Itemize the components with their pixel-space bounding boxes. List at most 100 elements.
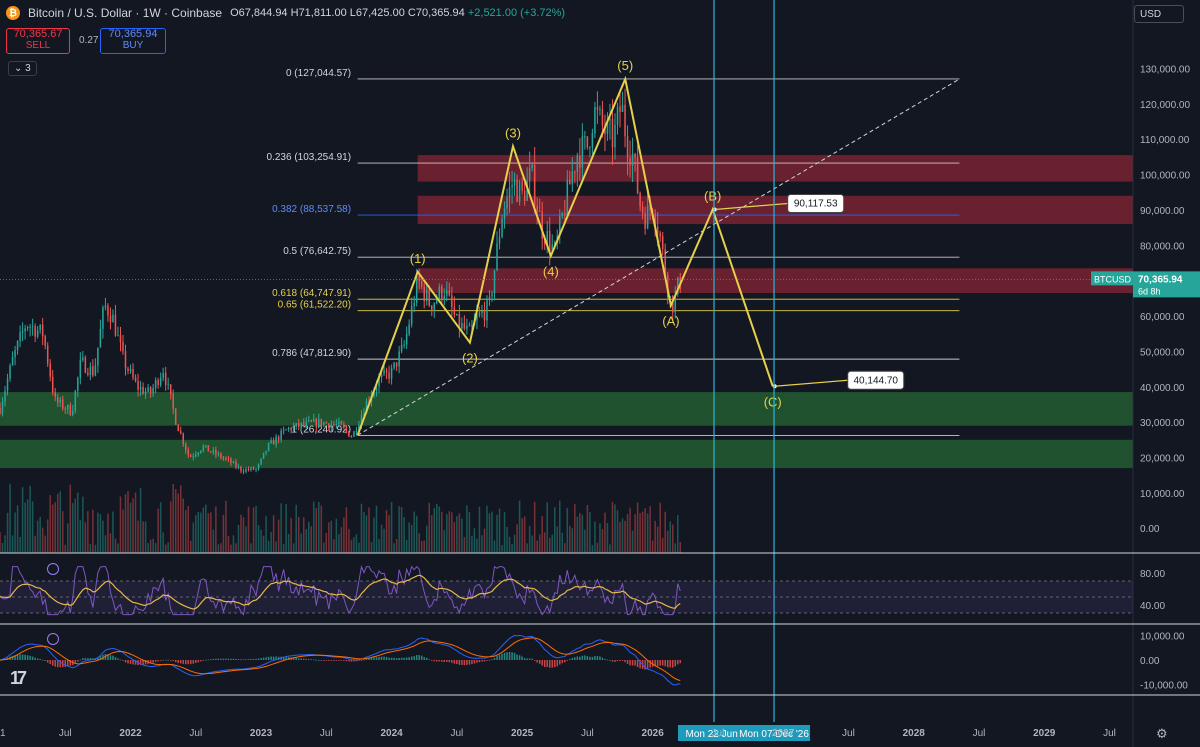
macd-histogram-bar [210, 659, 212, 660]
candle-body [99, 328, 102, 348]
candle-body [538, 211, 541, 213]
candle-body [478, 312, 481, 316]
candle-body [122, 342, 124, 352]
candle-body [325, 422, 328, 424]
macd-histogram-bar [661, 660, 664, 666]
volume-bar [576, 516, 579, 553]
volume-bar [270, 531, 272, 553]
macd-histogram-bar [466, 660, 468, 665]
currency-label: USD [1140, 9, 1162, 20]
macd-histogram-bar [679, 660, 682, 664]
volume-bar [528, 526, 531, 553]
macd-histogram-bar [237, 659, 240, 660]
macd-histogram-bar [247, 659, 250, 660]
rsi-settings-icon[interactable] [47, 563, 59, 575]
volume-bar [225, 500, 227, 553]
macd-histogram-bar [179, 660, 182, 664]
symbol-tag [1091, 271, 1133, 286]
candle-body [217, 453, 220, 455]
high-value: H71,811.00 [290, 7, 347, 19]
candle-body [661, 236, 664, 250]
indicator-toggle[interactable]: ⌄ 3 [8, 61, 37, 76]
fib-label: 0.236 (103,254.91) [267, 152, 352, 163]
wave-label: (5) [617, 58, 633, 73]
volume-bar [132, 498, 134, 553]
candle-body [44, 336, 46, 346]
macd-histogram-bar [177, 660, 179, 663]
volume-bar [49, 495, 51, 553]
candle-body [212, 450, 215, 453]
volume-bar [571, 528, 574, 553]
macd-histogram-bar [513, 652, 516, 660]
volume-bar [0, 532, 1, 553]
symbol-tag-label: BTCUSD [1094, 274, 1132, 284]
candle-body [109, 315, 112, 323]
volume-bar [451, 512, 453, 553]
macd-histogram-bar [468, 660, 471, 665]
candle-body [265, 450, 267, 453]
candle-body [609, 118, 611, 121]
macd-histogram-bar [511, 652, 513, 660]
macd-histogram-bar [67, 660, 69, 667]
volume-bar [29, 485, 31, 553]
macd-histogram-bar [498, 654, 501, 660]
sell-button[interactable]: 70,365.67 SELL [6, 28, 70, 54]
macd-histogram-bar [425, 657, 428, 660]
macd-pane: 10,000.00 0.00 -10,000.00 [0, 631, 1188, 692]
candle-body [438, 286, 441, 300]
volume-bar [69, 484, 72, 553]
candle-body [21, 331, 24, 333]
volume-bar [388, 515, 390, 553]
candle-body [458, 313, 461, 329]
volume-bar [594, 521, 596, 553]
volume-bar [365, 515, 368, 553]
volume-bar [237, 524, 240, 553]
volume-bar [471, 535, 473, 553]
macd-histogram-bar [205, 659, 207, 661]
gear-icon[interactable]: ⚙ [1156, 726, 1168, 741]
volume-bar [363, 512, 365, 553]
candle-body [405, 333, 408, 345]
macd-histogram-bar [69, 660, 72, 666]
macd-histogram-bar [358, 660, 360, 661]
volume-bar [159, 502, 162, 553]
macd-histogram-bar [262, 657, 265, 660]
macd-histogram-bar [302, 658, 305, 660]
symbol-title[interactable]: Bitcoin / U.S. Dollar · 1W · Coinbase [28, 6, 223, 20]
candle-body [104, 305, 107, 308]
candle-body [348, 430, 350, 437]
volume-bar [358, 542, 360, 553]
candle-body [330, 424, 333, 429]
volume-bar [11, 535, 14, 553]
macd-histogram-bar [197, 660, 200, 663]
macd-histogram-bar [631, 660, 634, 666]
volume-bar [272, 515, 275, 553]
candle-body [235, 461, 237, 468]
candle-body [360, 415, 363, 425]
x-tick-label: Jul [581, 728, 594, 739]
macd-histogram-bar [297, 658, 300, 660]
candle-body [531, 164, 533, 169]
macd-settings-icon[interactable] [47, 633, 59, 645]
macd-histogram-bar [99, 656, 102, 660]
fib-label: 0 (127,044.57) [286, 68, 351, 79]
macd-histogram-bar [589, 656, 591, 660]
candle-body [92, 366, 94, 376]
candle-body [112, 314, 114, 323]
buy-button[interactable]: 70,365.94 BUY [100, 28, 166, 54]
volume-bar [197, 511, 200, 553]
indicator-count: 3 [25, 63, 31, 74]
macd-histogram-bar [255, 658, 257, 660]
volume-bar [117, 543, 119, 553]
volume-bar [390, 502, 393, 553]
currency-select[interactable]: USD [1134, 5, 1184, 23]
macd-histogram-bar [461, 660, 463, 665]
macd-histogram-bar [313, 659, 315, 661]
volume-bar [508, 536, 511, 553]
volume-bar [383, 528, 385, 553]
volume-bar [579, 513, 581, 553]
volume-bar [275, 541, 277, 553]
candle-body [169, 384, 172, 395]
volume-bar [398, 506, 400, 553]
